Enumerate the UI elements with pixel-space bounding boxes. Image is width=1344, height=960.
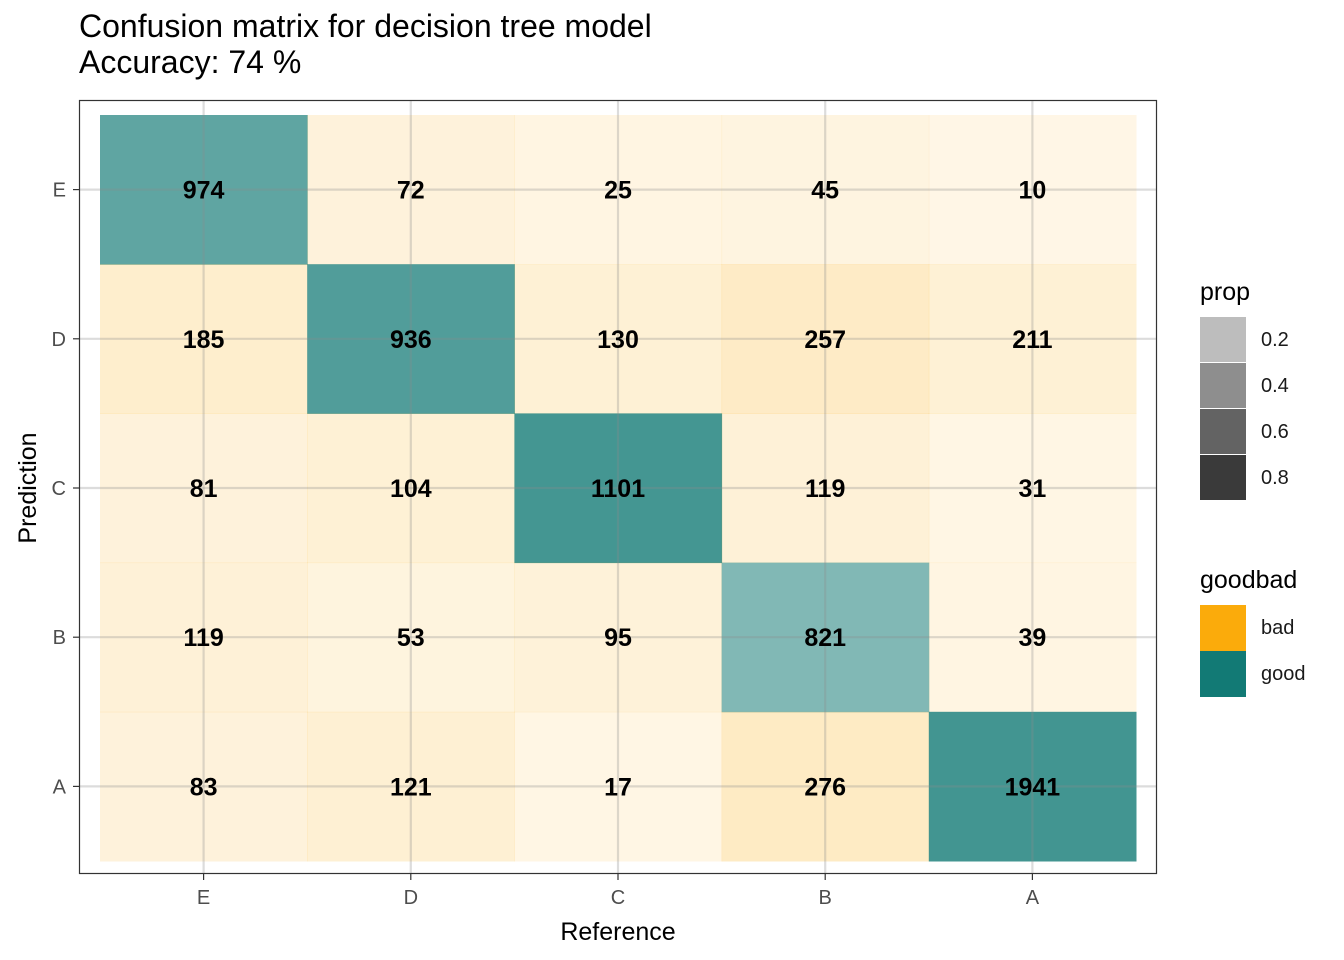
cell-label-E-E: 974 (183, 177, 225, 205)
cell-E-C (514, 115, 723, 265)
cell-label-A-D: 121 (390, 773, 432, 801)
cell-label-D-C: 130 (597, 326, 639, 354)
prop-legend: prop 0.2 0.4 0.6 0.8 (1200, 278, 1289, 501)
cell-B-A (928, 562, 1137, 713)
cell-C-A (928, 413, 1137, 564)
cell-label-E-A: 10 (1018, 177, 1046, 205)
y-axis-title: Prediction (14, 432, 42, 543)
goodbad-legend-swatch (1200, 651, 1246, 697)
axes-layer: E D C B A E D C B A (52, 180, 1040, 909)
cell-label-E-D: 72 (397, 177, 425, 205)
cell-label-C-D: 104 (390, 475, 432, 503)
prop-legend-swatch (1200, 455, 1246, 501)
cell-label-A-C: 17 (604, 773, 632, 801)
cell-A-D (307, 711, 515, 862)
goodbad-legend-item: bad (1200, 605, 1306, 651)
cells-layer (100, 115, 1137, 862)
cell-A-B (721, 711, 930, 862)
prop-legend-label: 0.8 (1261, 466, 1289, 489)
cell-label-A-B: 276 (804, 773, 846, 801)
cell-A-C (514, 711, 723, 862)
cell-label-E-C: 25 (604, 177, 632, 205)
prop-legend-label: 0.2 (1261, 328, 1289, 351)
y-tick-label-D: D (52, 329, 66, 351)
cell-label-C-C: 1101 (591, 475, 645, 503)
cell-A-E (100, 711, 308, 862)
cell-A-A (928, 711, 1137, 862)
x-tick-label-E: E (197, 887, 210, 909)
cell-D-B (721, 264, 930, 414)
chart-title-block: Confusion matrix for decision tree model… (79, 8, 652, 80)
cell-label-D-E: 185 (183, 326, 225, 354)
chart-subtitle: Accuracy: 74 % (79, 44, 302, 80)
cell-C-D (307, 413, 515, 564)
x-tick-label-B: B (819, 887, 832, 909)
prop-legend-item: 0.8 (1200, 455, 1289, 501)
cell-E-A (928, 115, 1137, 265)
cell-label-D-D: 936 (390, 326, 432, 354)
cell-label-B-A: 39 (1018, 624, 1046, 652)
goodbad-legend: goodbad bad good (1200, 566, 1306, 697)
y-tick-label-E: E (53, 180, 66, 202)
cell-label-B-C: 95 (604, 624, 632, 652)
cell-B-E (100, 562, 308, 713)
y-tick-label-A: A (53, 776, 67, 798)
cell-label-C-A: 31 (1018, 475, 1046, 503)
x-axis-title: Reference (560, 918, 675, 946)
prop-legend-item: 0.4 (1200, 363, 1289, 409)
prop-legend-label: 0.4 (1261, 374, 1289, 397)
y-tick-label-B: B (53, 627, 66, 649)
prop-legend-item: 0.6 (1200, 409, 1289, 455)
cell-label-A-A: 1941 (1005, 773, 1061, 801)
cell-D-C (514, 264, 723, 414)
prop-legend-swatch (1200, 317, 1246, 363)
cell-label-C-B: 119 (805, 475, 845, 503)
cell-label-B-B: 821 (804, 624, 846, 652)
prop-legend-swatch (1200, 409, 1246, 455)
cell-label-A-E: 83 (190, 773, 218, 801)
cell-label-B-E: 119 (183, 624, 223, 652)
prop-legend-rows: 0.2 0.4 0.6 0.8 (1200, 317, 1289, 501)
cell-E-B (721, 115, 930, 265)
cell-B-C (514, 562, 723, 713)
cell-label-E-B: 45 (811, 177, 839, 205)
cell-E-E (100, 115, 308, 265)
x-tick-label-D: D (404, 887, 418, 909)
cell-label-D-B: 257 (804, 326, 846, 354)
goodbad-legend-title: goodbad (1200, 566, 1298, 594)
x-tick-label-C: C (611, 887, 625, 909)
chart-title: Confusion matrix for decision tree model (79, 8, 652, 44)
x-tick-label-A: A (1026, 887, 1040, 909)
cell-C-C (514, 413, 723, 564)
y-tick-label-C: C (52, 478, 66, 500)
cell-B-D (307, 562, 515, 713)
prop-legend-swatch (1200, 363, 1246, 409)
cell-B-B (721, 562, 930, 713)
goodbad-legend-swatch (1200, 605, 1246, 651)
prop-legend-label: 0.6 (1261, 420, 1289, 443)
cell-labels-layer: 974 72 25 45 10 185 936 130 257 211 81 104 1101 119 31… (183, 177, 1061, 802)
grid-layer (80, 101, 1156, 873)
cell-D-E (100, 264, 308, 414)
cell-label-B-D: 53 (397, 624, 425, 652)
cell-label-D-A: 211 (1012, 326, 1052, 354)
prop-legend-item: 0.2 (1200, 317, 1289, 363)
goodbad-legend-label: good (1261, 662, 1306, 685)
goodbad-legend-label: bad (1261, 616, 1295, 639)
cell-C-B (721, 413, 930, 564)
cell-E-D (307, 115, 515, 265)
goodbad-legend-rows: bad good (1200, 605, 1306, 697)
prop-legend-title: prop (1200, 278, 1251, 306)
cell-D-A (928, 264, 1137, 414)
cell-C-E (100, 413, 308, 564)
goodbad-legend-item: good (1200, 651, 1306, 697)
cell-D-D (307, 264, 515, 414)
cell-label-C-E: 81 (190, 475, 218, 503)
